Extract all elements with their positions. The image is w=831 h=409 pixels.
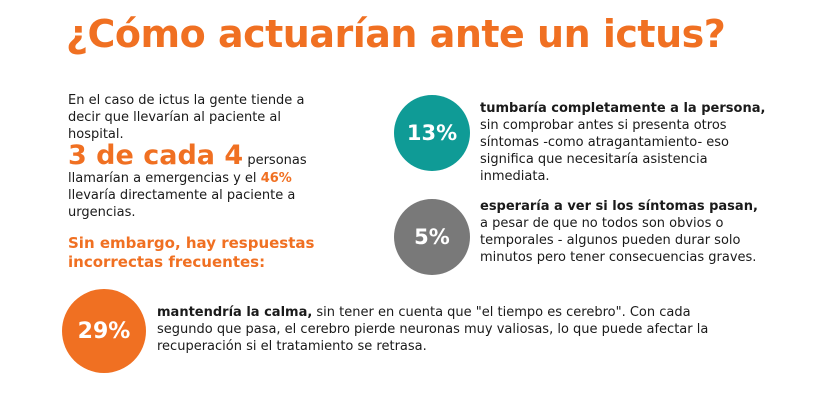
percent-circle: 5% [394, 199, 470, 275]
item-lead: mantendría la calma, [157, 305, 313, 320]
item-text: sin tener en cuenta que "el tiempo es ce… [157, 305, 709, 354]
percent-circle: 29% [62, 289, 146, 373]
stat-text-2: llevaría directamente al paciente a urge… [68, 188, 296, 220]
stat-text: personas llamarían a emergencias y el [68, 153, 307, 186]
percent-circle: 13% [394, 95, 470, 171]
title: ¿Cómo actuarían ante un ictus? [66, 12, 726, 56]
stat-highlight-2: 46% [260, 171, 292, 186]
item: tumbaría completamente a la persona, sin… [480, 100, 780, 185]
item-lead: esperaría a ver si los síntomas pasan, [480, 199, 758, 214]
intro: En el caso de ictus la gente tiende a de… [68, 93, 305, 142]
item-text: a pesar de que no todos son obvios o tem… [480, 216, 757, 265]
item: esperaría a ver si los síntomas pasan, a… [480, 198, 770, 266]
item-text: sin comprobar antes si presenta otros sí… [480, 118, 729, 184]
stat-highlight: 3 de cada 4 [68, 140, 244, 171]
subheading: Sin embargo, hay respuestas incorrectas … [68, 234, 315, 271]
item-lead: tumbaría completamente a la persona, [480, 101, 766, 116]
stat: 3 de cada 4 personas llamarían a emergen… [68, 142, 343, 221]
item: mantendría la calma, sin tener en cuenta… [157, 304, 737, 355]
